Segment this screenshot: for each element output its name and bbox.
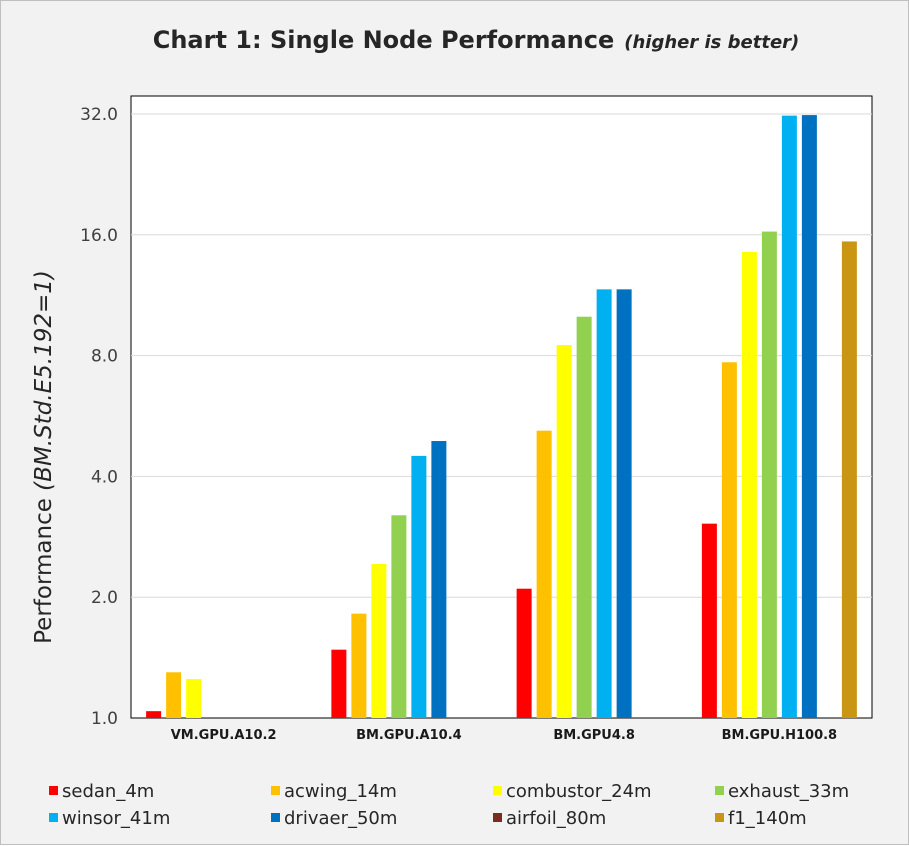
chart-title: Chart 1: Single Node Performance (higher … xyxy=(153,26,800,54)
bar-combustor-24m xyxy=(556,345,572,718)
legend-item: winsor_41m xyxy=(49,808,170,829)
bar-f1-140m xyxy=(841,241,857,718)
legend-item: sedan_4m xyxy=(49,781,154,802)
y-tick-label: 1.0 xyxy=(91,709,118,729)
legend-label: f1_140m xyxy=(728,808,807,829)
legend-item: acwing_14m xyxy=(271,781,397,802)
bar-acwing-14m xyxy=(166,672,182,718)
bar-sedan-4m xyxy=(331,649,347,718)
legend-label: drivaer_50m xyxy=(284,808,397,829)
bar-sedan-4m xyxy=(146,711,162,718)
legend-item: airfoil_80m xyxy=(493,808,606,829)
bar-winsor-41m xyxy=(411,455,427,718)
legend-item: exhaust_33m xyxy=(715,781,849,802)
bar-sedan-4m xyxy=(701,523,717,718)
bars xyxy=(146,115,857,719)
y-axis-ticks: 1.0 2.0 4.0 8.0 16.0 32.0 xyxy=(80,105,118,729)
legend-label: sedan_4m xyxy=(62,781,154,802)
bar-combustor-24m xyxy=(186,679,202,718)
legend-label: airfoil_80m xyxy=(506,808,606,829)
legend-swatch xyxy=(49,786,58,795)
bar-combustor-24m xyxy=(371,563,387,718)
legend-item: drivaer_50m xyxy=(271,808,397,829)
legend-label: acwing_14m xyxy=(284,781,397,802)
bar-acwing-14m xyxy=(351,613,367,718)
legend: sedan_4m acwing_14m combustor_24m exhaust_3… xyxy=(49,781,849,829)
bar-winsor-41m xyxy=(781,115,797,719)
bar-combustor-24m xyxy=(741,251,757,718)
legend-swatch xyxy=(493,786,502,795)
legend-swatch xyxy=(715,786,724,795)
legend-item: f1_140m xyxy=(715,808,807,829)
y-tick-label: 2.0 xyxy=(91,588,118,608)
legend-swatch xyxy=(493,813,502,822)
legend-label: exhaust_33m xyxy=(728,781,849,802)
bar-drivaer-50m xyxy=(431,441,447,718)
x-category-label: VM.GPU.A10.2 xyxy=(171,728,277,743)
legend-swatch xyxy=(271,813,280,822)
bar-exhaust-33m xyxy=(391,515,407,718)
legend-label: winsor_41m xyxy=(62,808,170,829)
bar-drivaer-50m xyxy=(616,289,632,718)
plot-area xyxy=(130,95,873,719)
bar-exhaust-33m xyxy=(761,231,777,718)
bar-drivaer-50m xyxy=(801,115,817,718)
y-tick-label: 16.0 xyxy=(80,226,118,246)
bar-acwing-14m xyxy=(721,362,737,718)
legend-swatch xyxy=(715,813,724,822)
legend-item: combustor_24m xyxy=(493,781,652,802)
legend-swatch xyxy=(49,813,58,822)
bar-exhaust-33m xyxy=(576,316,592,718)
y-tick-label: 32.0 xyxy=(80,105,118,125)
y-axis-label: Performance (BM.Std.E5.192=1) xyxy=(31,270,57,644)
x-category-label: BM.GPU.H100.8 xyxy=(722,728,837,743)
x-category-label: BM.GPU4.8 xyxy=(553,728,635,743)
y-tick-label: 4.0 xyxy=(91,467,118,487)
bar-sedan-4m xyxy=(516,588,532,718)
legend-swatch xyxy=(271,786,280,795)
bar-acwing-14m xyxy=(536,430,552,718)
x-category-label: BM.GPU.A10.4 xyxy=(356,728,462,743)
x-axis-categories: VM.GPU.A10.2 BM.GPU.A10.4 BM.GPU4.8 BM.GPU.… xyxy=(171,728,837,743)
legend-label: combustor_24m xyxy=(506,781,652,802)
bar-winsor-41m xyxy=(596,289,612,718)
y-tick-label: 8.0 xyxy=(91,347,118,367)
